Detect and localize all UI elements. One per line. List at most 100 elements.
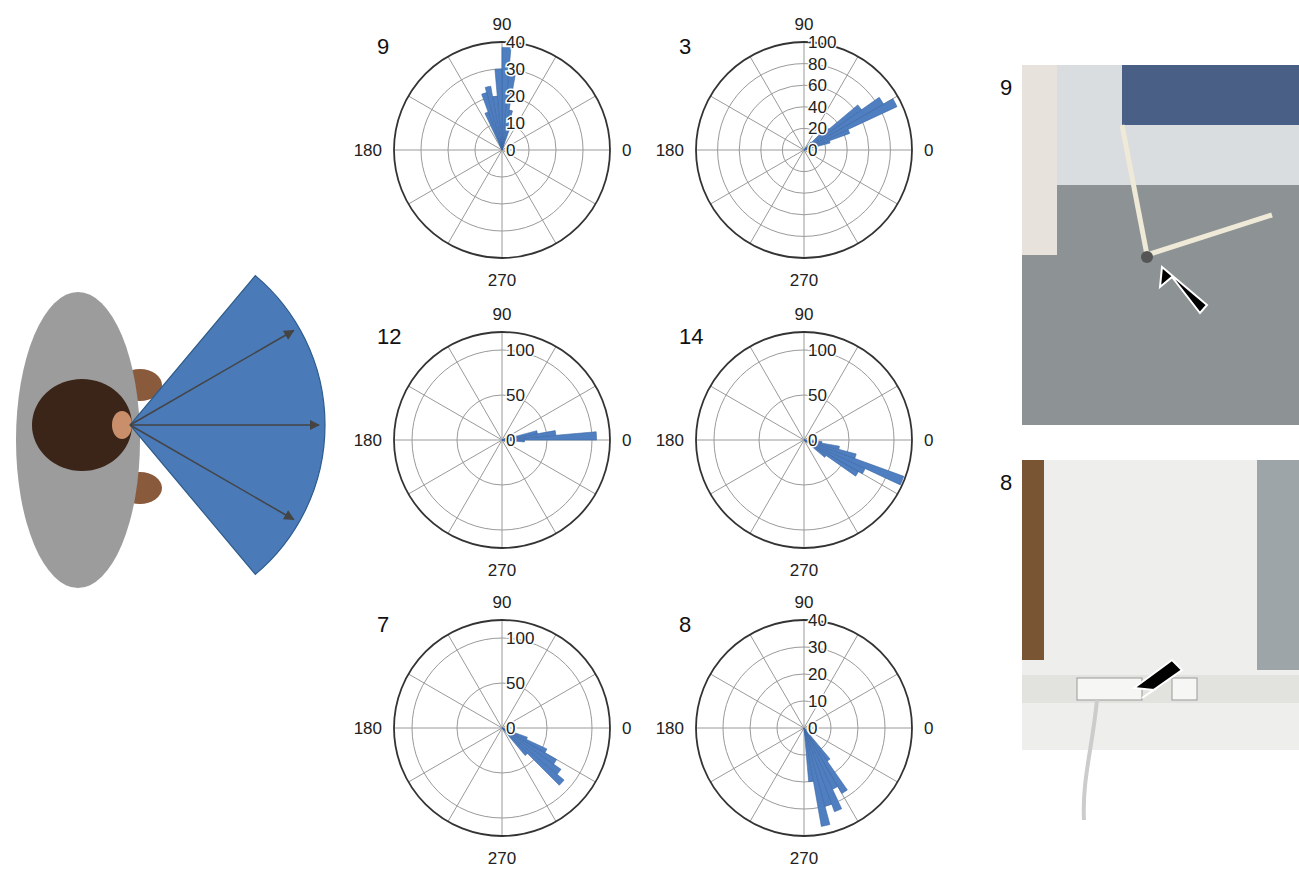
angular-grid	[804, 332, 805, 440]
figure: 0901802700102030409090180270020406080100…	[0, 0, 1299, 873]
pointer-arrow	[1160, 267, 1207, 313]
radial-tick-label: 40	[808, 98, 827, 117]
radial-tick-label: 40	[506, 33, 525, 52]
panel-board	[1022, 65, 1057, 255]
angular-grid	[804, 620, 805, 728]
axis-line	[394, 332, 610, 548]
angular-grid	[502, 634, 556, 728]
angular-grid	[696, 150, 804, 151]
angular-grid	[502, 150, 503, 258]
angular-grid	[804, 440, 912, 441]
panel-label: 14	[679, 324, 703, 349]
radial-tick-label: 0	[506, 431, 515, 450]
angular-grid	[502, 150, 556, 244]
angular-grid	[710, 96, 804, 150]
axis-line	[394, 42, 610, 258]
bar	[804, 728, 842, 812]
radial-tick-label: 30	[506, 60, 525, 79]
angular-grid	[710, 674, 804, 728]
radial-tick-label: 10	[808, 692, 827, 711]
polar-panel: 0901802700102030409	[354, 15, 632, 290]
angular-grid	[750, 56, 804, 150]
angular-grid	[502, 56, 556, 150]
angular-grid	[750, 634, 804, 728]
angle-tick-label: 0	[924, 719, 933, 738]
angular-grid	[804, 150, 912, 151]
angle-tick-label: 90	[795, 15, 814, 34]
angular-grid	[804, 42, 805, 150]
angular-grid	[804, 150, 858, 244]
angle-tick-label: 0	[622, 431, 631, 450]
panel-label: 7	[377, 612, 389, 637]
angular-grid	[408, 674, 502, 728]
angle-tick-label: 270	[790, 271, 818, 290]
bars	[804, 97, 897, 150]
angle-tick-label: 180	[354, 141, 382, 160]
angular-grid	[502, 440, 503, 548]
angular-grid	[448, 56, 502, 150]
angular-grid	[804, 150, 805, 258]
table	[1022, 750, 1299, 820]
polar-panel: 09018027005010012	[354, 305, 632, 580]
radial-tick-label: 0	[506, 719, 515, 738]
angle-tick-label: 180	[656, 719, 684, 738]
radial-tick-label: 40	[808, 611, 827, 630]
angular-grid	[448, 728, 502, 822]
bars	[804, 440, 904, 485]
outlet-strip	[1077, 678, 1142, 700]
angle-tick-label: 270	[488, 561, 516, 580]
pointer-arrow	[1134, 660, 1182, 698]
angular-grid	[750, 440, 804, 534]
bar	[804, 440, 904, 485]
angular-grid	[502, 386, 596, 440]
stand-leg	[1122, 125, 1147, 255]
whiteboard	[1122, 65, 1299, 125]
angle-tick-label: 90	[795, 593, 814, 612]
cable	[1084, 700, 1097, 820]
head	[32, 379, 132, 471]
angular-grid	[804, 346, 858, 440]
angular-grid	[502, 332, 503, 440]
radial-tick-label: 20	[808, 119, 827, 138]
floor	[1022, 65, 1299, 425]
angle-tick-label: 0	[924, 141, 933, 160]
radial-tick-label: 30	[808, 638, 827, 657]
angular-grid	[804, 728, 912, 729]
radial-tick-label: 100	[808, 341, 836, 360]
sector	[130, 276, 325, 575]
person-illustration	[16, 292, 162, 588]
angular-grid	[804, 634, 858, 728]
radial-tick-label: 0	[808, 141, 817, 160]
radial-tick-label: 50	[506, 674, 525, 693]
angular-grid	[394, 150, 502, 151]
face	[112, 411, 132, 439]
radial-tick-label: 100	[506, 341, 534, 360]
panel-label: 8	[679, 612, 691, 637]
radial-tick-label: 50	[808, 386, 827, 405]
angle-tick-label: 90	[493, 15, 512, 34]
angular-grid	[710, 440, 804, 494]
axis-line	[394, 620, 610, 836]
angular-grid	[502, 440, 596, 494]
angular-grid	[502, 674, 596, 728]
angular-grid	[696, 440, 804, 441]
angular-grid	[448, 346, 502, 440]
angle-tick-label: 0	[924, 431, 933, 450]
photo	[1022, 65, 1299, 425]
angle-tick-label: 270	[488, 271, 516, 290]
switch	[1172, 678, 1197, 700]
axis-line	[696, 42, 912, 258]
angular-grid	[448, 440, 502, 534]
radial-tick-label: 0	[506, 141, 515, 160]
bar	[804, 99, 897, 150]
view-sector	[130, 276, 325, 575]
angle-tick-label: 270	[790, 849, 818, 868]
angular-grid	[750, 150, 804, 244]
angle-tick-label: 90	[493, 305, 512, 324]
wall	[1022, 65, 1299, 185]
angular-grid	[696, 728, 804, 729]
direction-arrow	[130, 424, 319, 426]
bars	[804, 728, 847, 826]
angular-grid	[804, 96, 898, 150]
polar-panel: 0901802700204060801003	[656, 15, 934, 290]
